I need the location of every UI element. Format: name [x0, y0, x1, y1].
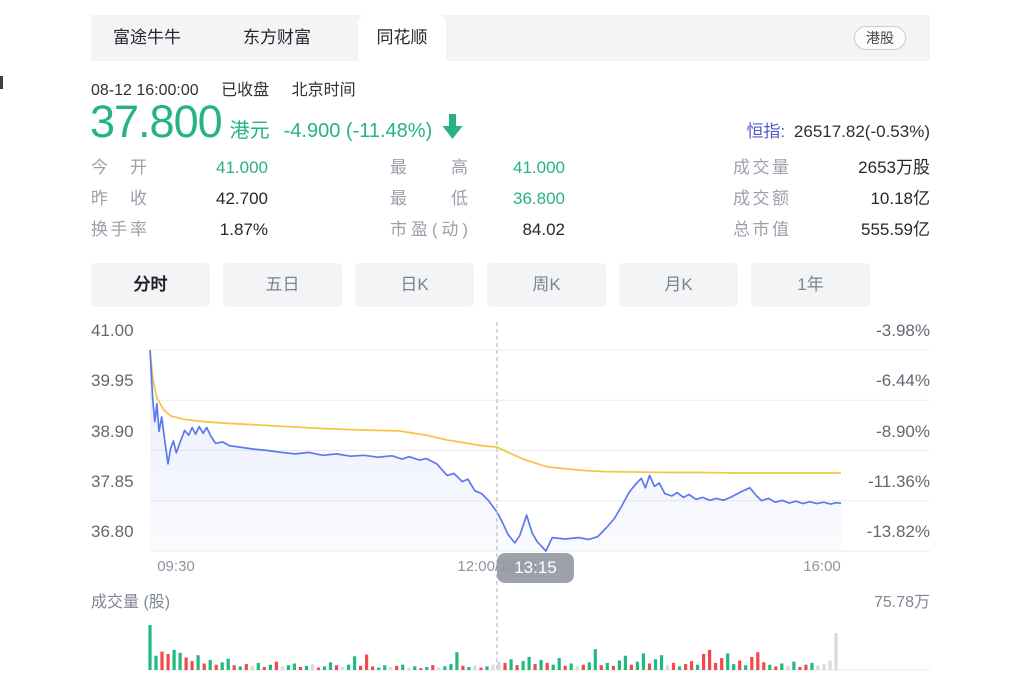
stat-value-high: 41.000 — [513, 158, 565, 177]
yaxis-price-5: 36.80 — [91, 522, 134, 541]
stat-label-open: 今开 — [91, 158, 147, 177]
period-weekly-k[interactable]: 周K — [487, 263, 606, 307]
stat-value-low: 36.800 — [513, 189, 565, 208]
stat-value-pe: 84.02 — [522, 220, 565, 239]
stats-row-3: 换手率 1.87% 市盈(动) 84.02 总市值 555.59亿 — [91, 217, 930, 243]
period-1year[interactable]: 1年 — [751, 263, 870, 307]
chart-period-tabs: 分时 五日 日K 周K 月K 1年 — [91, 263, 870, 307]
xaxis-close-time: 16:00 — [803, 558, 841, 575]
currency-label: 港元 — [229, 120, 270, 142]
tab-eastmoney[interactable]: 东方财富 — [243, 28, 311, 47]
quote-datetime: 08-12 16:00:00 — [91, 82, 199, 99]
stat-value-turnover-rate: 1.87% — [219, 220, 268, 239]
yaxis-pct-4: -11.36% — [867, 471, 930, 491]
stat-value-volume: 2653万股 — [858, 158, 930, 177]
timezone-label: 北京时间 — [291, 82, 356, 99]
period-daily-k[interactable]: 日K — [355, 263, 474, 307]
market-badge: 港股 — [854, 26, 906, 50]
yaxis-price-3: 38.90 — [91, 421, 134, 441]
index-value: 26517.82(-0.53%) — [793, 122, 930, 141]
yaxis-pct-2: -6.44% — [876, 371, 930, 391]
stat-label-high: 最高 — [390, 158, 468, 177]
stat-label-turnover-amt: 成交额 — [733, 189, 789, 208]
stat-value-open: 41.000 — [216, 158, 268, 177]
volume-max-value: 75.78万 — [873, 594, 930, 611]
stat-value-marketcap: 555.59亿 — [861, 220, 930, 239]
last-price: 37.800 — [90, 96, 223, 147]
tab-futu[interactable]: 富途牛牛 — [113, 28, 181, 47]
quote-time-row: 08-12 16:00:00 已收盘 北京时间 — [91, 76, 374, 99]
crosshair-time-tooltip: 13:15 — [497, 553, 574, 583]
stat-label-prevclose: 昨收 — [91, 189, 147, 208]
stat-label-marketcap: 总市值 — [733, 220, 789, 239]
market-status: 已收盘 — [221, 82, 270, 99]
period-5day[interactable]: 五日 — [223, 263, 342, 307]
price-row: 37.800 港元 -4.900 (-11.48%) — [90, 96, 463, 148]
stats-row-2: 昨收 42.700 最低 36.800 成交额 10.18亿 — [91, 186, 930, 212]
down-arrow-icon — [442, 114, 463, 145]
yaxis-price-1: 41.00 — [91, 321, 134, 340]
screen-edge-mark — [0, 76, 3, 89]
period-intraday[interactable]: 分时 — [91, 263, 210, 307]
price-change: -4.900 (-11.48%) — [283, 120, 433, 142]
index-link[interactable]: 恒指: — [746, 122, 786, 141]
yaxis-price-4: 37.85 — [91, 471, 134, 491]
yaxis-price-2: 39.95 — [91, 371, 134, 391]
xaxis-open-time: 09:30 — [157, 558, 195, 575]
stats-row-1: 今开 41.000 最高 41.000 成交量 2653万股 — [91, 155, 930, 181]
stat-label-low: 最低 — [390, 189, 468, 208]
stat-label-volume: 成交量 — [733, 158, 789, 177]
yaxis-pct-5: -13.82% — [866, 522, 930, 541]
stat-value-turnover-amt: 10.18亿 — [870, 189, 930, 208]
stat-label-pe: 市盈(动) — [390, 220, 468, 239]
index-quote: 恒指: 26517.82(-0.53%) — [746, 117, 930, 142]
stat-value-prevclose: 42.700 — [216, 189, 268, 208]
volume-title: 成交量 (股) — [91, 594, 171, 611]
tab-ths-active[interactable]: 同花顺 — [358, 15, 446, 61]
source-tab-bar: 富途牛牛 东方财富 同花顺 港股 — [91, 15, 930, 61]
yaxis-pct-3: -8.90% — [876, 421, 930, 441]
period-monthly-k[interactable]: 月K — [619, 263, 738, 307]
yaxis-pct-1: -3.98% — [876, 321, 930, 340]
stat-label-turnover-rate: 换手率 — [91, 220, 147, 239]
